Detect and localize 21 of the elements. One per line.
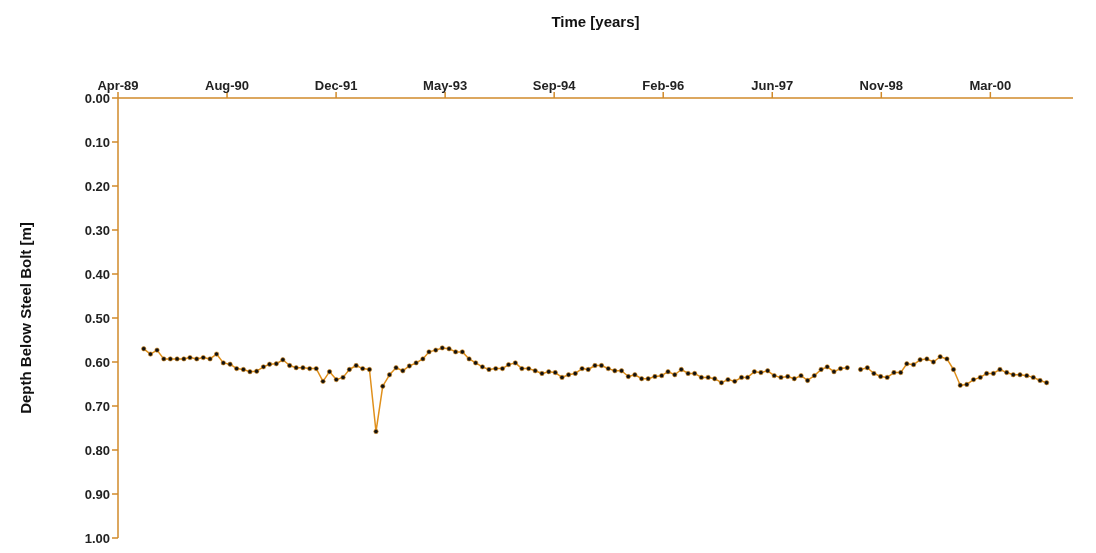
y-tick-label: 0.20 [84,178,110,194]
x-tick-label: May-93 [423,78,468,93]
y-axis-title: Depth Below Steel Bolt [m] [17,222,35,414]
y-tick-label: 0.30 [84,222,110,238]
y-tick-label: 1.00 [84,530,110,546]
x-tick-label: Nov-98 [859,78,903,93]
x-tick-label: Dec-91 [314,78,358,93]
y-tick-label: 0.70 [84,398,110,414]
y-tick-label: 0.50 [84,310,110,326]
x-tick-label: Apr-89 [97,78,139,93]
x-tick-label: Jun-97 [751,78,794,93]
y-tick-label: 0.60 [84,354,110,370]
x-axis-title: Time [years] [551,12,640,30]
y-tick-label: 0.10 [84,134,110,150]
y-tick-label: 0.90 [84,486,110,502]
x-tick-label: Feb-96 [642,78,685,93]
x-tick-label: Sep-94 [532,78,577,93]
x-tick-label: Mar-00 [969,78,1012,93]
y-tick-label: 0.80 [84,442,110,458]
x-tick-label: Aug-90 [205,78,250,93]
y-tick-label: 0.40 [84,266,110,282]
